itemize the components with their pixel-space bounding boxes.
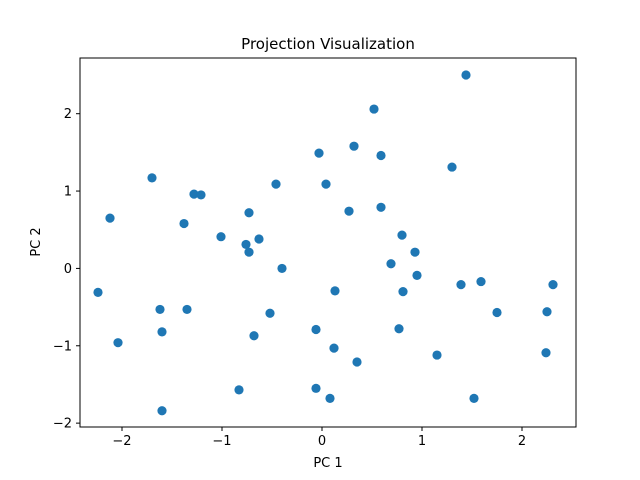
data-point bbox=[157, 406, 167, 416]
data-point bbox=[189, 189, 199, 199]
data-point bbox=[196, 190, 206, 200]
data-point bbox=[476, 276, 486, 287]
data-point bbox=[394, 324, 404, 334]
data-point bbox=[548, 280, 558, 290]
chart-title: Projection Visualization bbox=[241, 35, 415, 53]
data-point bbox=[410, 247, 420, 257]
data-point bbox=[157, 327, 167, 337]
data-point bbox=[325, 393, 335, 403]
data-point bbox=[461, 70, 471, 80]
x-axis-label: PC 1 bbox=[313, 456, 342, 471]
data-point bbox=[447, 162, 457, 172]
data-point bbox=[113, 338, 123, 348]
data-point bbox=[93, 287, 103, 297]
x-tick-label: −2 bbox=[112, 434, 131, 449]
data-points bbox=[93, 70, 558, 416]
x-tick-label: 0 bbox=[318, 434, 326, 449]
y-tick-label: 0 bbox=[64, 262, 72, 277]
data-point bbox=[314, 148, 324, 158]
data-point bbox=[311, 324, 321, 335]
y-tick-label: −1 bbox=[53, 339, 72, 354]
data-point bbox=[244, 247, 254, 257]
data-point bbox=[397, 230, 407, 240]
x-tick-label: −1 bbox=[212, 434, 231, 449]
data-point bbox=[234, 385, 244, 395]
data-point bbox=[432, 350, 442, 360]
data-point bbox=[241, 239, 251, 250]
data-point bbox=[311, 383, 321, 393]
data-point bbox=[254, 234, 264, 244]
y-tick-label: 1 bbox=[64, 185, 72, 200]
y-axis-label: PC 2 bbox=[29, 227, 44, 256]
data-point bbox=[244, 208, 254, 218]
data-point bbox=[349, 141, 359, 151]
data-point bbox=[386, 259, 396, 269]
data-point bbox=[321, 179, 331, 189]
data-point bbox=[147, 173, 157, 183]
data-point bbox=[541, 348, 551, 358]
data-point bbox=[412, 270, 422, 280]
data-point bbox=[369, 104, 379, 114]
data-point bbox=[155, 304, 165, 315]
data-point bbox=[277, 263, 287, 274]
plot-area bbox=[79, 57, 577, 428]
y-tick-label: −2 bbox=[53, 417, 72, 432]
data-point bbox=[265, 308, 275, 318]
data-point bbox=[344, 206, 354, 216]
data-point bbox=[376, 150, 386, 161]
data-point bbox=[249, 331, 259, 341]
data-point bbox=[492, 307, 502, 318]
y-axis-ticks: −2 −1 0 1 2 bbox=[53, 107, 80, 432]
data-point bbox=[376, 202, 386, 212]
data-point bbox=[469, 393, 479, 403]
axes-frame bbox=[79, 57, 577, 428]
data-point bbox=[105, 213, 115, 223]
x-tick-label: 2 bbox=[518, 434, 526, 449]
data-point bbox=[329, 343, 339, 353]
x-tick-label: 1 bbox=[418, 434, 426, 449]
data-point bbox=[271, 179, 281, 189]
data-point bbox=[182, 304, 192, 315]
data-point bbox=[179, 218, 189, 229]
data-point bbox=[352, 357, 362, 367]
data-point bbox=[542, 307, 552, 317]
data-point bbox=[216, 232, 226, 242]
data-point bbox=[398, 287, 408, 297]
data-point bbox=[330, 286, 340, 296]
x-axis-ticks: −2 −1 0 1 2 bbox=[112, 427, 526, 449]
y-tick-label: 2 bbox=[64, 107, 72, 122]
data-point bbox=[456, 280, 466, 290]
